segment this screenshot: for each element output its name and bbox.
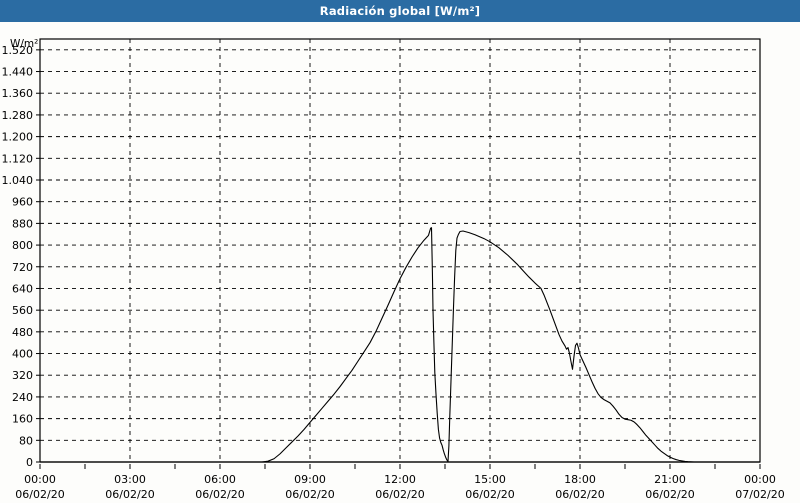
radiation-series-line xyxy=(39,227,761,463)
y-axis-tick-label: 160 xyxy=(12,413,33,426)
x-axis-date-label: 06/02/20 xyxy=(645,488,694,501)
chart-canvas: W/m² 1.520 1.440 1.360 1.280 1.200 1.120 1.040… xyxy=(0,22,800,503)
x-axis-date-label: 06/02/20 xyxy=(15,488,64,501)
x-axis-time-label: 06:00 xyxy=(204,473,236,486)
gridlines xyxy=(36,39,760,463)
y-axis-tick-label: 320 xyxy=(12,369,33,382)
y-axis-tick-label: 960 xyxy=(12,196,33,209)
y-axis-tick-label: 1.280 xyxy=(2,109,34,122)
x-axis-tick-marks xyxy=(39,464,761,469)
y-axis-tick-label: 400 xyxy=(12,348,33,361)
x-axis-date-label: 06/02/20 xyxy=(555,488,604,501)
window-title: Radiación global [W/m²] xyxy=(0,0,800,22)
x-axis-time-label: 03:00 xyxy=(114,473,146,486)
x-axis-time-label: 00:00 xyxy=(24,473,56,486)
x-axis-time-label: 12:00 xyxy=(384,473,416,486)
x-axis-date-label: 06/02/20 xyxy=(465,488,514,501)
y-axis-tick-label: 1.200 xyxy=(2,131,34,144)
y-axis-tick-labels: 1.520 1.440 1.360 1.280 1.200 1.120 1.040 960 88… xyxy=(2,44,34,469)
x-axis-time-label: 21:00 xyxy=(654,473,686,486)
y-axis-tick-label: 1.360 xyxy=(2,87,34,100)
x-axis-time-label: 00:00 xyxy=(744,473,776,486)
y-axis-tick-label: 640 xyxy=(12,282,33,295)
y-axis-tick-label: 1.120 xyxy=(2,152,34,165)
y-axis-tick-label: 80 xyxy=(19,434,33,447)
y-axis-tick-label: 0 xyxy=(26,456,33,469)
x-axis-date-label: 06/02/20 xyxy=(195,488,244,501)
y-axis-tick-label: 800 xyxy=(12,239,33,252)
y-axis-tick-label: 560 xyxy=(12,304,33,317)
x-axis-time-label: 18:00 xyxy=(564,473,596,486)
y-axis-tick-label: 720 xyxy=(12,261,33,274)
y-axis-tick-label: 240 xyxy=(12,391,33,404)
x-axis-time-label: 09:00 xyxy=(294,473,326,486)
y-axis-tick-label: 1.440 xyxy=(2,66,34,79)
x-axis-tick-labels: 00:00 06/02/20 03:00 06/02/20 06:00 06/02/20 0… xyxy=(15,473,784,501)
radiation-line-chart: W/m² 1.520 1.440 1.360 1.280 1.200 1.120 1.040… xyxy=(2,38,785,501)
y-axis-tick-label: 880 xyxy=(12,217,33,230)
x-axis-time-label: 15:00 xyxy=(474,473,506,486)
y-axis-unit-label-group: W/m² xyxy=(10,38,38,50)
x-axis-date-label: 07/02/20 xyxy=(735,488,784,501)
y-axis-tick-label: 1.520 xyxy=(2,44,34,57)
y-axis-tick-label: 480 xyxy=(12,326,33,339)
y-axis-tick-label: 1.040 xyxy=(2,174,34,187)
x-axis-date-label: 06/02/20 xyxy=(285,488,334,501)
x-axis-date-label: 06/02/20 xyxy=(375,488,424,501)
y-axis-unit-label: W/m² xyxy=(10,38,38,50)
x-axis-date-label: 06/02/20 xyxy=(105,488,154,501)
